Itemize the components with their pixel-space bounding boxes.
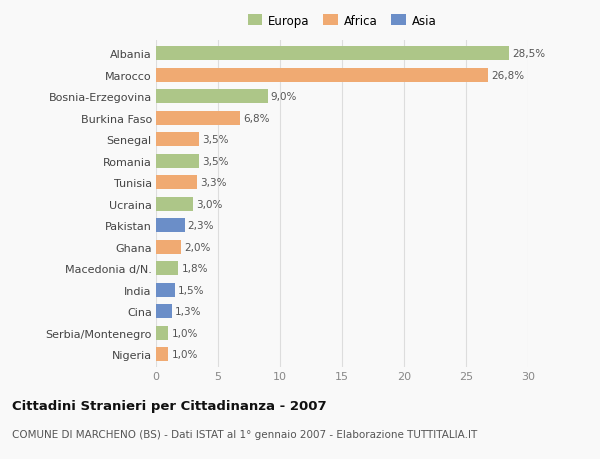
Text: 2,0%: 2,0% <box>184 242 210 252</box>
Bar <box>156 262 178 275</box>
Text: 2,3%: 2,3% <box>188 221 214 231</box>
Text: 1,5%: 1,5% <box>178 285 204 295</box>
Text: 3,5%: 3,5% <box>203 135 229 145</box>
Bar <box>156 154 199 168</box>
Bar <box>156 326 169 340</box>
Text: 26,8%: 26,8% <box>491 71 524 81</box>
Bar <box>156 90 268 104</box>
Text: 1,8%: 1,8% <box>181 263 208 274</box>
Bar <box>156 219 185 233</box>
Text: Cittadini Stranieri per Cittadinanza - 2007: Cittadini Stranieri per Cittadinanza - 2… <box>12 399 326 412</box>
Bar <box>156 197 193 211</box>
Bar <box>156 304 172 319</box>
Text: 3,5%: 3,5% <box>203 157 229 166</box>
Bar <box>156 112 241 125</box>
Text: 28,5%: 28,5% <box>512 49 545 59</box>
Bar <box>156 240 181 254</box>
Text: 9,0%: 9,0% <box>271 92 297 102</box>
Text: 6,8%: 6,8% <box>244 113 270 123</box>
Bar <box>156 47 509 61</box>
Legend: Europa, Africa, Asia: Europa, Africa, Asia <box>243 10 441 32</box>
Bar <box>156 69 488 83</box>
Bar <box>156 283 175 297</box>
Text: COMUNE DI MARCHENO (BS) - Dati ISTAT al 1° gennaio 2007 - Elaborazione TUTTITALI: COMUNE DI MARCHENO (BS) - Dati ISTAT al … <box>12 429 477 439</box>
Text: 3,0%: 3,0% <box>196 199 223 209</box>
Bar <box>156 347 169 361</box>
Text: 1,0%: 1,0% <box>172 328 198 338</box>
Bar <box>156 176 197 190</box>
Text: 1,3%: 1,3% <box>175 307 202 316</box>
Bar <box>156 133 199 147</box>
Text: 1,0%: 1,0% <box>172 349 198 359</box>
Text: 3,3%: 3,3% <box>200 178 227 188</box>
